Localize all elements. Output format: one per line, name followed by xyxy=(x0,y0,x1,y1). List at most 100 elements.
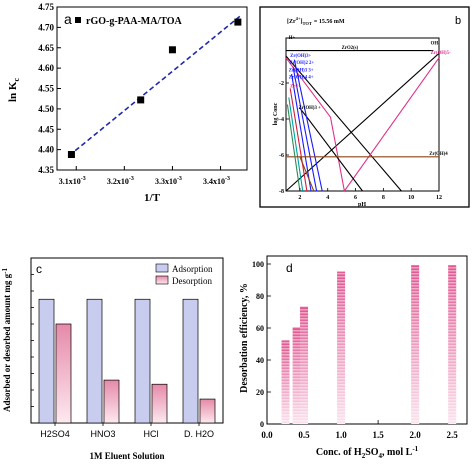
panel-d-y-tick-label: 100 xyxy=(252,260,264,269)
panel-b-x-tick-label: 2 xyxy=(298,195,301,201)
panel-b-species-label: Zr(OH)4 xyxy=(429,152,448,157)
panel-d-x-axis-label: Conc. of H2SO4, mol L-1 xyxy=(316,445,419,460)
panel-a-y-axis-label-main: ln K xyxy=(7,81,19,102)
panel-d-x-axis-label-sup: -1 xyxy=(412,445,418,453)
panel-d-x-axis-label-rest: SO xyxy=(365,447,379,458)
panel-b-species-label: Zr(OH)3 + xyxy=(299,106,322,111)
panel-a-y-tick-label: 4.45 xyxy=(38,124,54,134)
panel-b-species-label: H+ xyxy=(289,36,296,41)
panel-a-y-tick-label: 4.65 xyxy=(38,43,54,53)
panel-d-y-tick-label: 60 xyxy=(256,324,264,333)
panel-d-x-axis-label-unit: , mol L xyxy=(382,447,413,458)
panel-d-y-tick-label: 0 xyxy=(260,420,264,429)
panel-d-bar-chart: d 0 20 40 60 80 100 0.0 0.5 1.0 1.5 2.0 2.5 Conc. o… xyxy=(239,255,468,460)
panel-a-y-ticks: 4.35 4.40 4.45 4.50 4.55 4.60 4.65 4.70 4.75 xyxy=(38,2,61,175)
panel-b-species-label: ZrO2(s) xyxy=(342,46,359,51)
panel-b-y-tick-label: -4 xyxy=(279,117,284,123)
panel-d-y-axis-label: Desorbation efficiency, % xyxy=(239,283,250,393)
panel-b-species-label: Zr(OH)4 4+ xyxy=(289,76,314,81)
panel-b-series-line xyxy=(285,52,440,192)
panel-c-bars: H2SO4 HNO3 HCl D. H2O xyxy=(38,298,216,439)
panel-b-series-line xyxy=(293,59,323,192)
panel-a-y-tick-label: 4.75 xyxy=(38,2,54,12)
panel-c-bar-adsorption xyxy=(134,298,151,424)
panel-b-x-tick-label: 12 xyxy=(436,195,442,201)
panel-d-x-tick-label: 2.5 xyxy=(447,430,459,440)
panel-d-y-tick-label: 80 xyxy=(256,292,264,301)
panel-c-legend-adsorption-swatch xyxy=(155,263,169,273)
panel-d-bar-stripes xyxy=(411,265,420,424)
panel-b-speciation: b [Zr4+]TOT = 15.56 mM 2 4 6 8 10 12 -2 -4 -6 -8 H… xyxy=(259,6,470,208)
panel-b-x-tick-label: 10 xyxy=(408,195,414,201)
panel-b-x-axis-label: pH xyxy=(358,202,366,208)
panel-b-title-rest: ] xyxy=(301,19,303,25)
panel-d-x-tick-label: 2.0 xyxy=(410,430,422,440)
panel-a-x-axis-label: 1/T xyxy=(144,192,161,204)
panel-b-species-label: Zr(OH)2 2+ xyxy=(289,61,314,66)
panel-d-bar-stripes xyxy=(292,328,301,424)
panel-d-frame xyxy=(266,255,468,425)
panel-d-x-axis-label-sub: 2 xyxy=(362,452,366,460)
panel-b-ticks: 2 4 6 8 10 12 -2 -4 -6 -8 xyxy=(279,81,442,201)
panel-c-x-tick-label: HCl xyxy=(144,429,159,439)
panel-c-bar-desorption xyxy=(103,379,120,424)
panel-c-legend-desorption-label: Desorption xyxy=(172,276,212,286)
panel-a-legend-label: rGO-g-PAA-MA/TOA xyxy=(86,16,183,27)
panel-d-x-axis-label-sub2: 4 xyxy=(379,452,383,460)
panel-b-series-line xyxy=(292,66,318,192)
panel-c-y-axis-label-wrap: Adsorbed or desorbed amount mg g-1 xyxy=(1,268,12,412)
panel-b-series-line xyxy=(299,107,363,192)
panel-b-letter: b xyxy=(455,15,461,27)
panel-a-x-tick-label: 3.4x10-3 xyxy=(203,176,230,186)
panel-a-x-tick-exp: -3 xyxy=(225,176,230,182)
panel-d-bars xyxy=(281,265,457,424)
panel-c-x-axis-label: 1M Eluent Solution xyxy=(89,451,164,461)
panel-a-y-tick-label: 4.50 xyxy=(38,104,54,114)
panel-b-title-sub: TOT xyxy=(303,21,312,26)
svg-text:ln Kc: ln Kc xyxy=(7,78,21,102)
panel-a-scatter: a rGO-g-PAA-MA/TOA 4.354.404.454.504.554… xyxy=(7,2,248,204)
panel-d-x-tick-label: 0.5 xyxy=(298,430,310,440)
panel-c-y-axis-label-sup: -1 xyxy=(1,268,9,274)
panel-c-y-axis-label: Adsorbed or desorbed amount mg g-1 xyxy=(1,268,12,412)
panel-d-x-tick-label: 1.5 xyxy=(372,430,384,440)
panel-b-y-tick-label: -2 xyxy=(279,81,284,87)
panel-d-bar-stripes xyxy=(300,307,309,424)
panel-b-title: [Zr4+]TOT = 15.56 mM xyxy=(287,16,345,26)
panel-b-x-tick-label: 8 xyxy=(382,195,385,201)
panel-b-species-label: Zr(OH)3+ xyxy=(290,54,311,59)
panel-a-y-tick-label: 4.40 xyxy=(38,145,54,155)
panel-c-bar-adsorption xyxy=(38,298,55,424)
panel-a-x-tick-base: 3.3x10 xyxy=(155,177,177,186)
panel-b-y-tick-label: -6 xyxy=(279,153,284,159)
panel-a-x-tick-base: 3.4x10 xyxy=(203,177,225,186)
panel-a-fit-line xyxy=(68,15,241,157)
panel-b-title-text: [Zr xyxy=(287,19,296,25)
panel-d-bar-stripes xyxy=(448,265,457,424)
panel-c-bar-desorption xyxy=(151,383,168,424)
panel-b-series-line xyxy=(299,156,315,192)
panel-d-y-axis-label-wrap: Desorbation efficiency, % xyxy=(239,283,250,393)
panel-b-title-value: = 15.56 mM xyxy=(314,19,345,25)
panel-c-x-tick-label: H2SO4 xyxy=(40,429,70,439)
panel-c-bar-desorption xyxy=(199,398,216,424)
panel-a-point xyxy=(137,96,145,104)
panel-a-marks xyxy=(67,15,242,159)
panel-b-lines xyxy=(285,50,440,193)
panel-c-bar-desorption xyxy=(55,323,72,424)
panel-b-series-line xyxy=(288,97,304,192)
panel-a-x-tick-base: 3.1x10 xyxy=(59,177,81,186)
panel-b-series-line xyxy=(289,88,308,192)
panel-d-ticks: 0 20 40 60 80 100 0.0 0.5 1.0 1.5 2.0 2.5 xyxy=(252,260,458,440)
panel-d-y-tick-label: 20 xyxy=(256,388,264,397)
panel-c-legend-desorption-swatch xyxy=(155,275,169,285)
panel-a-y-axis-label: ln Kc xyxy=(7,78,21,102)
panel-a-y-tick-label: 4.55 xyxy=(38,84,54,94)
panel-b-series-line xyxy=(291,73,312,192)
panel-a-y-axis-label-sub: c xyxy=(12,78,21,82)
panel-c-bar-adsorption xyxy=(86,298,103,424)
panel-a-point xyxy=(67,151,75,159)
panel-c-bar-chart: c H2SO4 HNO3 HCl D. H2O Adsorption Desorpti… xyxy=(1,257,224,461)
panel-b-y-tick-label: -8 xyxy=(279,189,284,195)
